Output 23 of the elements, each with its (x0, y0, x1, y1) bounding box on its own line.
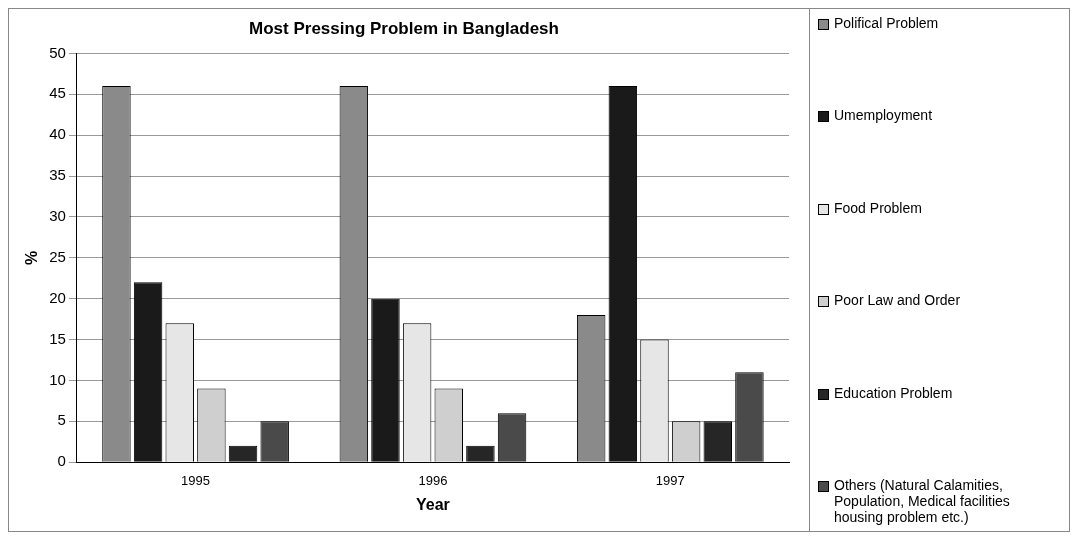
y-tick-label: 0 (57, 452, 66, 470)
legend-label: Others (Natural Calamities, Population, Medical facilities housing problem etc.) (834, 476, 1011, 525)
x-tick-label: 1995 (181, 472, 211, 488)
legend-label: Umemployment (834, 107, 933, 124)
chart-title: Most Pressing Problem in Bangladesh (249, 18, 559, 38)
y-tick-label: 50 (49, 43, 66, 61)
y-axis-title: % (23, 250, 41, 265)
legend-label: Food Problem (834, 199, 922, 216)
y-tick-label: 35 (49, 166, 66, 184)
x-tick-label: 1996 (418, 472, 448, 488)
y-tick-label: 30 (49, 207, 66, 225)
y-tick-label: 40 (49, 125, 66, 143)
y-tick-label: 15 (49, 329, 66, 347)
y-tick-label: 45 (49, 84, 66, 102)
y-tick-label: 10 (49, 370, 66, 388)
x-tick-label: 1997 (655, 472, 685, 488)
legend-label: Polifical Problem (834, 15, 939, 31)
legend-label: Poor Law and Order (834, 292, 961, 309)
x-axis-title: Year (416, 495, 450, 513)
y-tick-label: 5 (57, 411, 66, 429)
y-tick-label: 25 (49, 247, 66, 265)
legend-label: Education Problem (834, 384, 953, 401)
y-tick-label: 20 (49, 288, 66, 306)
